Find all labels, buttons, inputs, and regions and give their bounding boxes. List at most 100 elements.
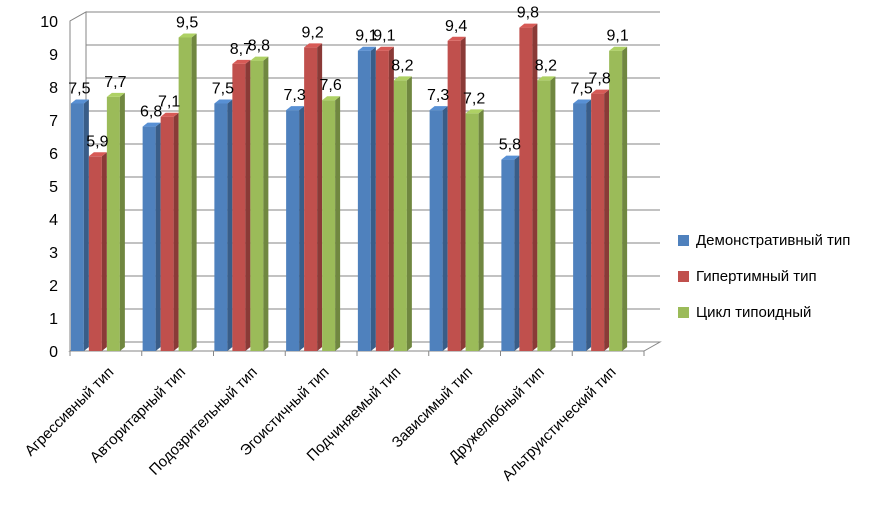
data-label: 8,2 <box>535 57 557 74</box>
y-tick-label: 4 <box>49 212 58 229</box>
bar <box>160 116 174 351</box>
bars <box>70 23 628 352</box>
bar-top <box>286 106 305 111</box>
bar-side <box>460 36 466 352</box>
legend-swatch-demonstrative <box>678 234 689 246</box>
bar <box>573 103 587 351</box>
bar-top <box>609 46 628 51</box>
bar <box>429 110 443 351</box>
legend-label-demonstrative: Демонстративный тип <box>696 231 851 249</box>
y-tick-label: 9 <box>49 47 58 64</box>
bar-top <box>70 99 89 104</box>
bar-side <box>514 155 520 351</box>
bar <box>106 96 120 352</box>
data-label: 9,4 <box>445 18 467 35</box>
bar <box>88 156 102 351</box>
data-label: 7,8 <box>589 71 611 88</box>
bar-side <box>532 23 538 351</box>
bar-side <box>101 152 107 351</box>
bar-top <box>250 56 269 61</box>
data-label: 7,2 <box>463 90 485 107</box>
bar-side <box>173 112 179 351</box>
bar-side <box>299 106 305 351</box>
data-label: 6,8 <box>140 104 162 121</box>
bar <box>537 80 551 352</box>
bar-side <box>586 99 592 351</box>
data-label: 9,1 <box>355 28 377 45</box>
legend-label-cycloid: Цикл типоидный <box>696 303 812 321</box>
bar-side <box>83 99 89 351</box>
bar <box>322 100 336 351</box>
data-label: 7,1 <box>158 94 180 111</box>
legend-swatch-cycloid <box>678 306 689 318</box>
y-tick-label: 3 <box>49 245 58 262</box>
data-label: 9,1 <box>607 28 629 45</box>
bar <box>178 37 192 351</box>
bar <box>70 103 84 351</box>
data-label: 9,1 <box>373 28 395 45</box>
data-label: 7,5 <box>212 81 234 98</box>
bar-side <box>263 56 269 351</box>
bar <box>286 110 300 351</box>
bar <box>375 50 389 351</box>
bar-side <box>442 106 448 351</box>
bar-side <box>191 33 197 351</box>
bar-side <box>335 96 341 351</box>
bar-side <box>406 76 412 352</box>
bar-side <box>245 59 251 352</box>
bar-top <box>501 155 520 160</box>
data-labels: 7,55,97,76,87,19,57,58,78,87,39,27,69,19… <box>68 5 629 154</box>
legend: Демонстративный тип Гипертимный тип Цикл… <box>678 222 850 330</box>
bar-top <box>322 96 341 101</box>
bar-top <box>106 92 125 97</box>
data-label: 8,8 <box>248 38 270 55</box>
data-label: 5,9 <box>86 133 108 150</box>
bar <box>250 60 264 351</box>
bar <box>465 113 479 352</box>
y-tick-label: 10 <box>40 14 58 31</box>
bar-top <box>375 46 394 51</box>
data-label: 5,8 <box>499 137 521 154</box>
bar <box>304 47 318 352</box>
legend-label-hyperthymic: Гипертимный тип <box>696 267 817 285</box>
bar <box>501 159 515 351</box>
bar-side <box>622 46 628 351</box>
bar-side <box>370 46 376 351</box>
data-label: 8,2 <box>391 57 413 74</box>
bar-top <box>465 109 484 114</box>
bar-side <box>317 43 323 352</box>
legend-swatch-hyperthymic <box>678 270 689 282</box>
data-label: 7,3 <box>284 87 306 104</box>
bar-top <box>393 76 412 81</box>
data-label: 7,6 <box>320 77 342 94</box>
bar-top <box>214 99 233 104</box>
y-tick-label: 1 <box>49 311 58 328</box>
bar <box>591 93 605 351</box>
bar-top <box>537 76 556 81</box>
bar-side <box>550 76 556 352</box>
legend-item-hyperthymic: Гипертимный тип <box>678 258 850 294</box>
bar-top <box>357 46 376 51</box>
bar-top <box>447 36 466 41</box>
bar-top <box>178 33 197 38</box>
legend-item-demonstrative: Демонстративный тип <box>678 222 850 258</box>
bar <box>232 63 246 352</box>
y-tick-label: 7 <box>49 113 58 130</box>
data-label: 9,2 <box>302 24 324 41</box>
data-label: 9,5 <box>176 15 198 32</box>
bar-top <box>519 23 538 28</box>
bar-side <box>478 109 484 352</box>
bar <box>393 80 407 352</box>
data-label: 7,3 <box>427 87 449 104</box>
bar <box>142 126 156 351</box>
data-label: 7,5 <box>68 81 90 98</box>
y-tick-label: 5 <box>49 179 58 196</box>
bar-top <box>142 122 161 127</box>
bar-side <box>604 89 610 351</box>
gridline <box>69 11 660 22</box>
bar <box>357 50 371 351</box>
bar-side <box>155 122 161 351</box>
bar-top <box>232 59 251 64</box>
